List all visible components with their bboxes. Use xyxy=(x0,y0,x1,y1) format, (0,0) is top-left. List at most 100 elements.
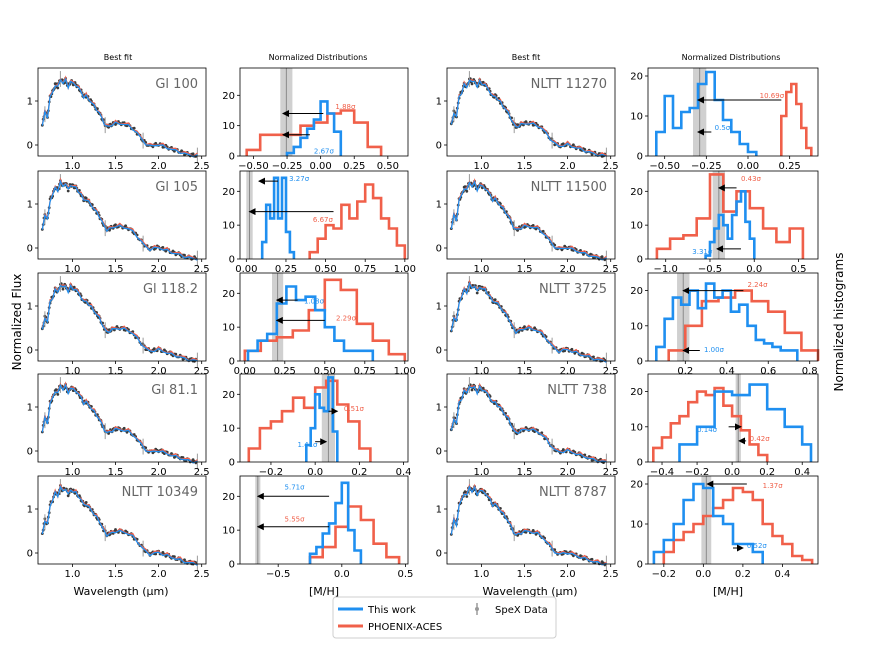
y-tick-label-19-0: 0 xyxy=(637,560,643,571)
x-tick-label-15-3: 0.2 xyxy=(759,467,775,478)
x-tick-label-2-2: 2.0 xyxy=(560,161,576,172)
y-tick-label-0-1: 1 xyxy=(27,97,33,108)
plot-frame-8 xyxy=(37,272,207,362)
x-tick-label-8-1: 1.5 xyxy=(108,366,124,377)
y-tick-label-13-0: 0 xyxy=(229,458,235,469)
sigma-label-7-0: 0.43σ xyxy=(741,175,762,183)
spex-data-point-0-32-1 xyxy=(132,126,136,130)
y-tick-label-15-0: 0 xyxy=(637,458,643,469)
x-tick-label-12-2: 2.0 xyxy=(151,467,167,478)
star-name-label-4: Gl 105 xyxy=(155,180,198,195)
phoenix-histogram-5 xyxy=(308,183,407,259)
x-tick-label-9-0: 0.00 xyxy=(234,366,256,377)
x-tick-label-18-2: 2.0 xyxy=(560,569,576,580)
y-tick-label-15-2: 20 xyxy=(630,387,643,398)
spectrum-panel-4: Gl 105 1.0 1.5 2.0 2.5 0 1 xyxy=(27,170,210,275)
x-tick-label-1-2: 0.00 xyxy=(310,161,332,172)
spectrum-panel-16: NLTT 10349 1.0 1.5 2.0 2.5 0 1 xyxy=(27,475,210,580)
plot-frame-5 xyxy=(239,170,409,260)
y-tick-label-3-1: 10 xyxy=(630,112,643,123)
spex-data-point-16-44-0 xyxy=(183,558,186,562)
phoenix-histogram-7 xyxy=(655,173,805,259)
y-tick-label-14-0: 0 xyxy=(436,447,442,458)
y-tick-label-13-1: 10 xyxy=(222,424,235,435)
x-tick-label-9-3: 0.75 xyxy=(354,366,376,377)
spex-data-point-0-6-0 xyxy=(56,86,60,90)
phoenix-histogram-13 xyxy=(247,379,372,462)
spex-data-point-6-32-1 xyxy=(541,229,545,233)
x-tick-label-14-3: 2.5 xyxy=(603,467,619,478)
spex-data-point-16-37-1 xyxy=(154,552,158,556)
metallicity-histogram-panel-15: 0.14σ 0.42σ −0.4 −0.2 0.0 0.2 0.4 0 10 20 xyxy=(630,373,819,478)
metallicity-histogram-panel-5: 6.67σ 3.27σ 0.00 0.25 0.50 0.75 1.00 0 10 20 xyxy=(222,170,416,275)
sigma-label-19-0: 1.37σ xyxy=(763,482,784,490)
x-tick-label-19-0: −0.2 xyxy=(652,569,676,580)
x-tick-label-4-0: 1.0 xyxy=(65,264,81,275)
this-work-histogram-7 xyxy=(704,190,756,259)
plot-frame-14 xyxy=(446,373,616,463)
y-tick-label-5-2: 20 xyxy=(222,187,235,198)
column-title-4: Normalized Distributions xyxy=(682,53,781,62)
x-tick-label-11-2: 0.6 xyxy=(760,366,776,377)
metallicity-histogram-panel-7: 0.43σ 3.31σ −1.0 −0.5 0.0 0.5 0 10 20 xyxy=(630,170,819,275)
star-name-label-10: NLTT 3725 xyxy=(539,282,607,297)
y-tick-label-5-1: 10 xyxy=(222,221,235,232)
plot-frame-13 xyxy=(239,373,409,463)
x-tick-label-6-0: 1.0 xyxy=(474,264,490,275)
this-work-model-line-16 xyxy=(41,484,198,566)
spex-data-point-14-8-0 xyxy=(470,388,474,392)
this-work-histogram-3 xyxy=(655,70,758,156)
this-work-histogram-17 xyxy=(308,481,363,564)
phoenix-histogram-1 xyxy=(245,109,383,156)
x-tick-label-1-3: 0.25 xyxy=(343,161,365,172)
spex-data-point-10-17-0 xyxy=(493,298,497,302)
y-tick-label-11-2: 20 xyxy=(630,286,643,297)
spex-data-point-12-5-1 xyxy=(54,388,58,391)
spex-data-point-10-28-0 xyxy=(523,325,526,328)
plot-frame-9 xyxy=(239,272,409,362)
spex-data-point-6-25-2 xyxy=(516,229,519,232)
metallicity-histogram-panel-9: 2.29σ 1.08σ 0.00 0.25 0.50 0.75 1.00 0 10 20 xyxy=(222,272,416,377)
spectrum-panel-12: Gl 81.1 1.0 1.5 2.0 2.5 0 1 xyxy=(27,373,210,478)
y-tick-label-17-0: 0 xyxy=(229,560,235,571)
metallicity-histogram-panel-17: 5.71σ 5.55σ −0.5 0.0 0.5 0 10 20 xyxy=(222,475,413,580)
y-tick-label-5-0: 0 xyxy=(229,255,235,266)
plot-frame-15 xyxy=(647,373,819,463)
x-tick-label-2-3: 2.5 xyxy=(603,161,619,172)
plot-frame-4 xyxy=(37,170,207,260)
plot-frame-3 xyxy=(647,67,819,157)
x-tick-label-1-0: −0.50 xyxy=(238,161,269,172)
y-tick-label-0-0: 0 xyxy=(27,141,33,152)
y-tick-label-4-0: 0 xyxy=(27,244,33,255)
x-tick-label-6-2: 2.0 xyxy=(560,264,576,275)
spex-data-point-16-10-0 xyxy=(66,494,70,498)
column-title-1: Best fit xyxy=(104,53,132,62)
y-tick-label-16-0: 0 xyxy=(27,549,33,560)
this-work-model-line-4 xyxy=(41,179,198,261)
phoenix-histogram-15 xyxy=(652,386,769,462)
sigma-label-3-0: 10.69σ xyxy=(760,92,785,100)
x-tick-label-18-0: 1.0 xyxy=(474,569,490,580)
star-name-label-16: NLTT 10349 xyxy=(122,485,198,500)
x-tick-label-3-0: −0.50 xyxy=(649,161,680,172)
y-tick-label-19-2: 20 xyxy=(630,480,643,491)
sigma-label-9-1: 1.08σ xyxy=(304,297,325,305)
x-tick-label-15-4: 0.4 xyxy=(794,467,810,478)
plot-frame-0 xyxy=(37,67,207,157)
y-tick-label-6-0: 0 xyxy=(436,244,442,255)
x-tick-label-9-2: 0.50 xyxy=(314,366,336,377)
y-tick-label-3-0: 0 xyxy=(637,152,643,163)
spex-data-point-6-30-0 xyxy=(531,224,535,227)
x-tick-label-0-1: 1.5 xyxy=(108,161,124,172)
this-work-histogram-1 xyxy=(285,100,343,156)
y-tick-label-1-0: 0 xyxy=(229,152,235,163)
spex-data-point-6-5-1 xyxy=(463,185,467,189)
x-tick-label-18-3: 2.5 xyxy=(603,569,619,580)
y-tick-label-16-1: 1 xyxy=(27,505,33,516)
x-tick-label-5-0: 0.00 xyxy=(235,264,257,275)
x-tick-label-5-2: 0.50 xyxy=(314,264,336,275)
x-tick-label-13-3: 0.4 xyxy=(396,467,412,478)
spex-data-point-16-17-0 xyxy=(84,501,88,504)
this-work-histogram-5 xyxy=(260,176,296,259)
spex-data-point-6-41-0 xyxy=(579,249,582,252)
